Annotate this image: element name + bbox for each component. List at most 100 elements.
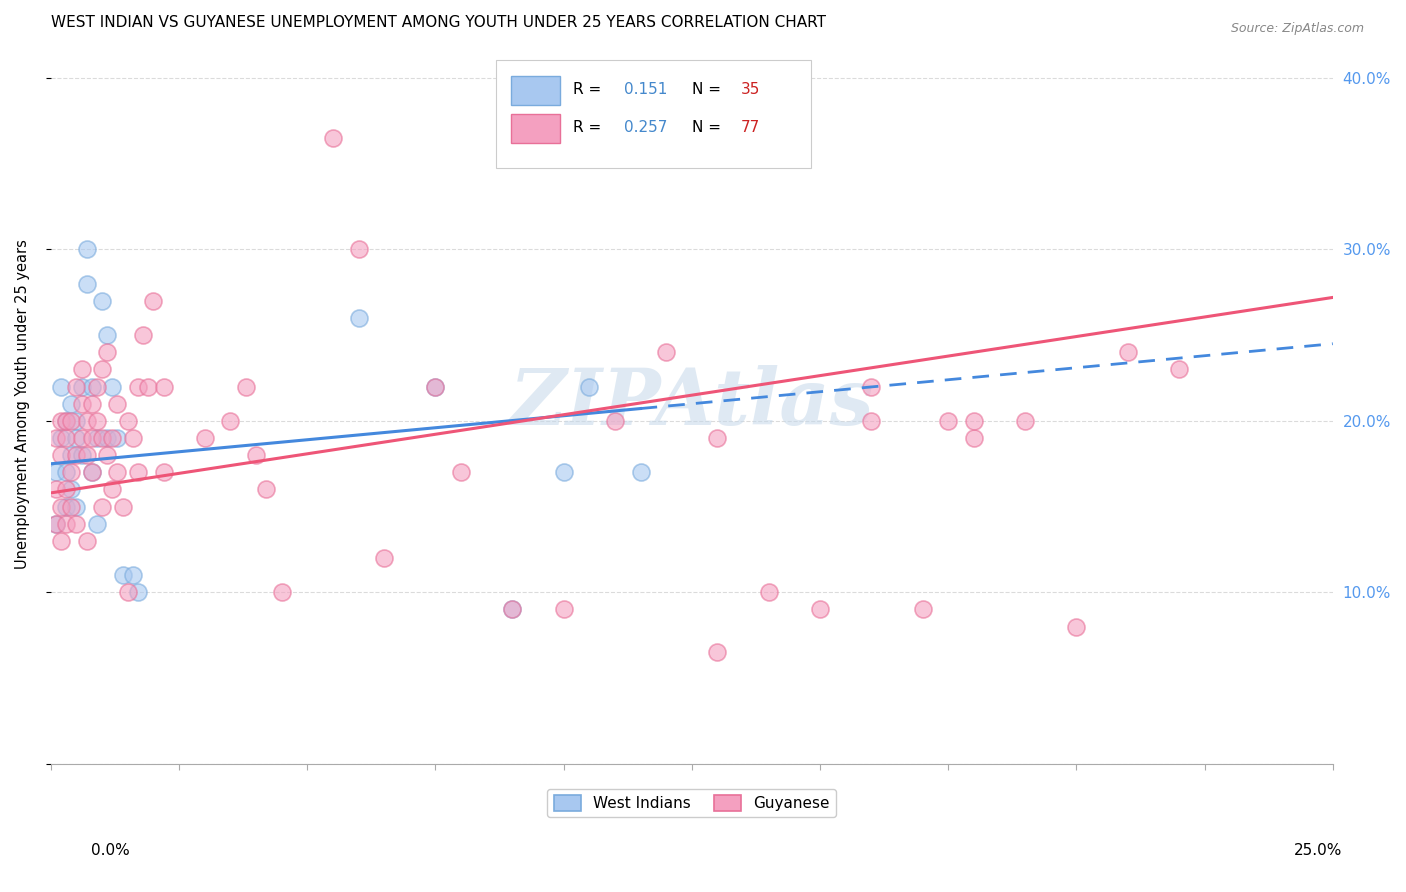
Point: [80, 466, 103, 480]
Point: [76, 414, 98, 428]
Point: [1066, 620, 1088, 634]
Point: [86, 414, 108, 428]
Text: R =: R =: [572, 120, 606, 135]
Point: [758, 585, 780, 599]
Point: [55, 500, 77, 514]
Point: [132, 328, 155, 343]
Point: [49, 500, 72, 514]
Point: [65, 379, 87, 393]
Point: [706, 431, 728, 445]
Point: [122, 431, 145, 445]
Point: [107, 397, 129, 411]
Point: [501, 602, 523, 616]
Point: [127, 585, 149, 599]
Point: [70, 379, 93, 393]
Point: [655, 345, 678, 359]
Point: [142, 293, 165, 308]
Point: [107, 466, 129, 480]
Point: [65, 414, 87, 428]
Point: [60, 466, 83, 480]
Point: [101, 483, 124, 497]
Point: [86, 516, 108, 531]
Point: [1168, 362, 1191, 376]
Point: [111, 500, 134, 514]
Point: [55, 466, 77, 480]
Point: [235, 379, 257, 393]
Point: [80, 379, 103, 393]
Point: [49, 414, 72, 428]
Point: [49, 379, 72, 393]
Point: [373, 551, 395, 566]
Point: [194, 431, 217, 445]
Point: [501, 602, 523, 616]
Point: [91, 431, 114, 445]
Point: [254, 483, 277, 497]
Point: [706, 645, 728, 659]
Point: [76, 243, 98, 257]
Point: [55, 431, 77, 445]
FancyBboxPatch shape: [496, 60, 811, 169]
Text: ZIPAtlas: ZIPAtlas: [509, 366, 875, 442]
Point: [152, 466, 174, 480]
Point: [96, 328, 118, 343]
Point: [60, 500, 83, 514]
Point: [80, 397, 103, 411]
Point: [80, 466, 103, 480]
Text: 77: 77: [741, 120, 759, 135]
Point: [117, 414, 139, 428]
Text: N =: N =: [692, 120, 725, 135]
Point: [603, 414, 626, 428]
Point: [127, 379, 149, 393]
Point: [60, 414, 83, 428]
Point: [101, 431, 124, 445]
Point: [91, 362, 114, 376]
Legend: West Indians, Guyanese: West Indians, Guyanese: [547, 789, 837, 817]
Text: 0.151: 0.151: [624, 81, 668, 96]
Text: N =: N =: [692, 81, 725, 96]
Text: 25.0%: 25.0%: [1295, 843, 1343, 858]
Point: [65, 431, 87, 445]
Point: [55, 414, 77, 428]
Point: [96, 345, 118, 359]
Point: [49, 431, 72, 445]
Point: [65, 516, 87, 531]
Point: [45, 483, 67, 497]
Text: 0.257: 0.257: [624, 120, 668, 135]
Point: [117, 585, 139, 599]
Point: [1014, 414, 1036, 428]
Point: [49, 533, 72, 548]
Point: [70, 397, 93, 411]
Point: [860, 379, 883, 393]
Point: [96, 431, 118, 445]
Point: [76, 448, 98, 462]
Point: [322, 131, 344, 145]
Point: [136, 379, 159, 393]
Point: [107, 431, 129, 445]
Point: [1116, 345, 1139, 359]
Point: [425, 379, 447, 393]
Text: 35: 35: [741, 81, 759, 96]
Point: [45, 516, 67, 531]
Point: [111, 568, 134, 582]
Point: [101, 379, 124, 393]
Y-axis label: Unemployment Among Youth under 25 years: Unemployment Among Youth under 25 years: [15, 239, 30, 569]
Point: [245, 448, 267, 462]
Point: [347, 311, 370, 326]
Point: [70, 448, 93, 462]
Point: [219, 414, 242, 428]
Point: [127, 466, 149, 480]
Point: [808, 602, 831, 616]
Point: [152, 379, 174, 393]
Point: [45, 466, 67, 480]
Point: [65, 448, 87, 462]
Point: [425, 379, 447, 393]
Point: [60, 483, 83, 497]
Point: [347, 243, 370, 257]
Point: [70, 362, 93, 376]
Point: [55, 516, 77, 531]
Point: [45, 516, 67, 531]
Point: [55, 414, 77, 428]
Point: [911, 602, 934, 616]
Point: [80, 431, 103, 445]
Point: [450, 466, 472, 480]
